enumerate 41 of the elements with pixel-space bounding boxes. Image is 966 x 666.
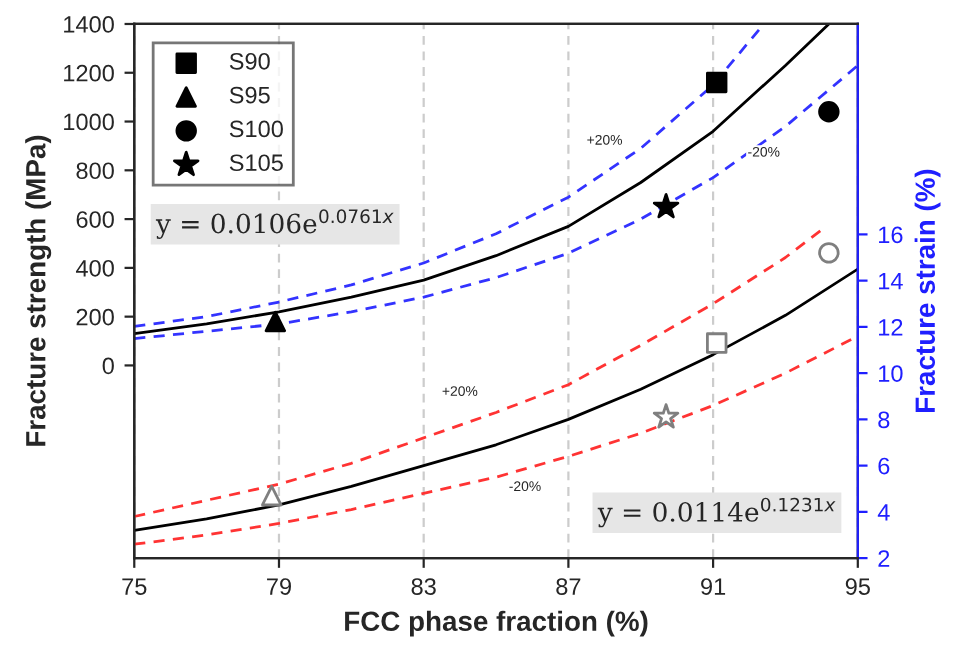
y-tick-label: 800 [76, 162, 114, 180]
x-tick-label: 83 [411, 578, 436, 595]
x-axis-title: FCC phase fraction (%) [345, 610, 648, 637]
line-series [134, 334, 858, 546]
y2-tick-label: 16 [879, 226, 903, 244]
x-tick-label: 95 [845, 578, 870, 595]
y2-tick-label: 14 [879, 272, 903, 290]
point [706, 332, 728, 354]
annotation: y = 0.0114e$^{0.1231x}$ [597, 497, 836, 528]
y2-tick-label: 4 [877, 504, 890, 521]
y2-tick-label: 6 [878, 457, 890, 475]
y2-tick-label: 8 [878, 411, 890, 429]
y-tick-label: 1200 [64, 64, 114, 82]
y2-tick-label: 12 [879, 318, 903, 336]
y-tick-label: 1000 [64, 113, 114, 131]
legend-label: S90 [229, 52, 270, 70]
point [706, 71, 728, 94]
y-tick-label: 400 [75, 259, 114, 277]
x-tick-label: 79 [267, 578, 291, 595]
legend-label: S105 [229, 154, 283, 172]
point [261, 484, 283, 507]
x-tick-label: 91 [701, 578, 726, 595]
y-tick-label: 1400 [64, 16, 114, 33]
legend-label: S100 [229, 120, 283, 138]
y-tick-label: 200 [76, 308, 114, 326]
legend-label: S95 [229, 86, 270, 104]
y2-tick-label: 10 [879, 365, 903, 382]
annotation: y = 0.0106e$^{0.0761x}$ [155, 209, 394, 239]
y2-tick-label: 2 [878, 550, 890, 567]
point [818, 101, 840, 123]
point [818, 242, 840, 264]
x-tick-label: 87 [556, 578, 581, 595]
x-tick-label: 75 [122, 578, 147, 595]
point [652, 403, 680, 429]
y-tick-label: 0 [102, 357, 114, 375]
point [652, 193, 680, 219]
y-tick-label: 600 [76, 211, 114, 228]
point [264, 310, 287, 333]
y2-axis-title: Fracture strain (%) [914, 169, 941, 412]
y-axis-title: Fracture strength (MPa) [25, 135, 52, 446]
line-series [134, 267, 858, 532]
